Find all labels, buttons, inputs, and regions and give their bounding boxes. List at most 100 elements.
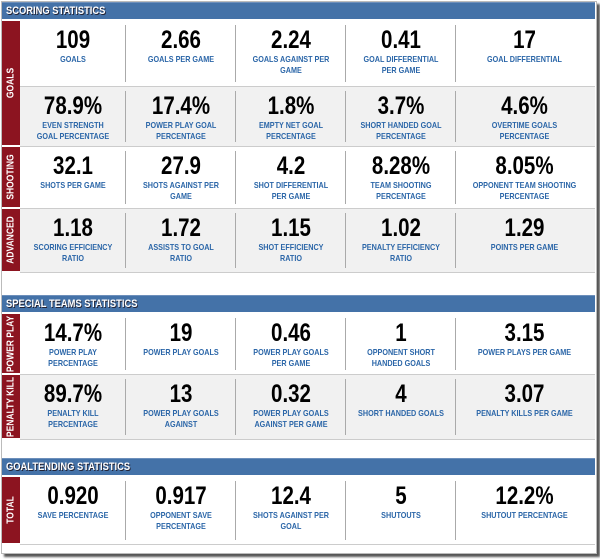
stat-cell: 3.07 PENALTY KILLS PER GAME: [456, 375, 593, 439]
stat-cell: 12.2% SHUTOUT PERCENTAGE: [456, 477, 593, 544]
stat-label: SHOTS AGAINST PER GOAL: [252, 510, 329, 531]
stat-value: 13: [169, 380, 193, 408]
section-title: SCORING STATISTICS: [6, 5, 106, 17]
stat-cell: 1 OPPONENT SHORT HANDED GOALS: [346, 314, 456, 374]
stat-value: 78.9%: [43, 92, 103, 120]
stat-label: POWER PLAY GOAL PERCENTAGE: [145, 120, 217, 141]
stat-cell: 1.8% EMPTY NET GOAL PERCENTAGE: [236, 87, 346, 146]
group-label: PENALTY KILL: [5, 376, 17, 437]
stat-cell: 3.7% SHORT HANDED GOAL PERCENTAGE: [346, 87, 456, 146]
stat-label: GOALS: [60, 54, 86, 64]
group-sidebar: TOTAL: [2, 477, 20, 545]
section-header: SPECIAL TEAMS STATISTICS: [2, 295, 595, 312]
stat-cell: 2.66 GOALS PER GAME: [126, 21, 236, 86]
stat-group: SHOOTING 32.1 SHOTS PER GAME 27.9 SHOTS AGAI…: [2, 147, 595, 209]
group-label: POWER PLAY: [5, 315, 17, 372]
stat-value: 0.46: [271, 319, 311, 347]
stat-value: 3.7%: [377, 92, 425, 120]
stat-cell: 4 SHORT HANDED GOALS: [346, 375, 456, 439]
stat-cell: 1.18 SCORING EFFICIENCY RATIO: [20, 209, 126, 272]
stat-cell: 1.02 PENALTY EFFICIENCY RATIO: [346, 209, 456, 272]
section-body: GOALS 109 GOALS 2.66 GOALS PER GAME 2.24 GOALS…: [2, 21, 595, 273]
stat-label: SAVE PERCENTAGE: [37, 510, 109, 520]
section-body: POWER PLAY 14.7% POWER PLAY PERCENTAGE 19 PO…: [2, 314, 595, 440]
group-label: ADVANCED: [5, 216, 17, 264]
stat-cell: 3.15 POWER PLAYS PER GAME: [456, 314, 593, 374]
stat-value: 1.02: [381, 214, 421, 242]
stat-value: 5: [395, 482, 407, 510]
stat-group: TOTAL 0.920 SAVE PERCENTAGE 0.917 OPPONENT S…: [2, 477, 595, 545]
stat-label: OVERTIME GOALS PERCENTAGE: [491, 120, 558, 141]
stat-cell: 0.917 OPPONENT SAVE PERCENTAGE: [126, 477, 236, 544]
stats-section: GOALTENDING STATISTICS TOTAL 0.920 SAVE PER…: [2, 458, 595, 545]
stat-value: 12.2%: [495, 482, 554, 510]
stat-cell: 0.32 POWER PLAY GOALS AGAINST PER GAME: [236, 375, 346, 439]
stat-label: SHORT HANDED GOAL PERCENTAGE: [360, 120, 442, 141]
stat-label: OPPONENT SAVE PERCENTAGE: [150, 510, 212, 531]
stat-row: 0.920 SAVE PERCENTAGE 0.917 OPPONENT SAVE P…: [20, 477, 595, 545]
stat-label: GOALS AGAINST PER GAME: [252, 54, 330, 75]
stat-value: 12.4: [271, 482, 311, 510]
stat-label: SHUTOUTS: [381, 510, 421, 520]
stat-label: SCORING EFFICIENCY RATIO: [33, 242, 113, 263]
stat-cell: 0.920 SAVE PERCENTAGE: [20, 477, 126, 544]
stat-label: POWER PLAY GOALS: [143, 347, 219, 357]
stat-cell: 4.2 SHOT DIFFERENTIAL PER GAME: [236, 147, 346, 208]
stat-cell: 32.1 SHOTS PER GAME: [20, 147, 126, 208]
stat-value: 2.24: [271, 26, 311, 54]
stat-label: POWER PLAYS PER GAME: [477, 347, 572, 357]
stat-cell: 8.28% TEAM SHOOTING PERCENTAGE: [346, 147, 456, 208]
stat-row: 78.9% EVEN STRENGTH GOAL PERCENTAGE 17.4% P…: [20, 87, 595, 147]
group-sidebar: GOALS: [2, 21, 20, 147]
stat-value: 17: [513, 26, 536, 54]
stat-label: POWER PLAY GOALS AGAINST: [143, 408, 219, 429]
stat-value: 1.8%: [267, 92, 315, 120]
stat-cell: 13 POWER PLAY GOALS AGAINST: [126, 375, 236, 439]
stat-cell: 14.7% POWER PLAY PERCENTAGE: [20, 314, 126, 374]
group-rows: 89.7% PENALTY KILL PERCENTAGE 13 POWER PLAY…: [20, 375, 595, 440]
stat-value: 1.72: [161, 214, 201, 242]
section-title: SPECIAL TEAMS STATISTICS: [6, 298, 138, 310]
stat-label: GOALS PER GAME: [147, 54, 215, 64]
stat-group: ADVANCED 1.18 SCORING EFFICIENCY RATIO 1.72…: [2, 209, 595, 273]
stat-value: 4.2: [276, 152, 306, 180]
stat-label: GOAL DIFFERENTIAL: [487, 54, 562, 64]
stat-cell: 12.4 SHOTS AGAINST PER GOAL: [236, 477, 346, 544]
stat-label: PENALTY KILL PERCENTAGE: [47, 408, 99, 429]
stat-row: 32.1 SHOTS PER GAME 27.9 SHOTS AGAINST PER …: [20, 147, 595, 209]
group-sidebar: ADVANCED: [2, 209, 20, 273]
stat-cell: 17 GOAL DIFFERENTIAL: [456, 21, 593, 86]
stat-value: 3.15: [504, 319, 545, 347]
stat-label: EVEN STRENGTH GOAL PERCENTAGE: [36, 120, 110, 141]
stat-cell: 1.29 POINTS PER GAME: [456, 209, 593, 272]
stat-label: PENALTY EFFICIENCY RATIO: [361, 242, 441, 263]
stat-group: PENALTY KILL 89.7% PENALTY KILL PERCENTAGE…: [2, 375, 595, 440]
group-sidebar: SHOOTING: [2, 147, 20, 209]
stat-label: POWER PLAY GOALS AGAINST PER GAME: [253, 408, 329, 429]
stat-value: 1.15: [271, 214, 311, 242]
stats-section: SCORING STATISTICS GOALS 109 GOALS 2.66 GOALS…: [2, 2, 595, 273]
group-rows: 14.7% POWER PLAY PERCENTAGE 19 POWER PLAY G…: [20, 314, 595, 375]
stat-cell: 4.6% OVERTIME GOALS PERCENTAGE: [456, 87, 593, 146]
stat-cell: 17.4% POWER PLAY GOAL PERCENTAGE: [126, 87, 236, 146]
stat-label: SHUTOUT PERCENTAGE: [481, 510, 568, 520]
stats-section: SPECIAL TEAMS STATISTICS POWER PLAY 14.7% P…: [2, 295, 595, 440]
stat-row: 109 GOALS 2.66 GOALS PER GAME 2.24 GOALS AGAI…: [20, 21, 595, 87]
stat-value: 27.9: [161, 152, 201, 180]
stat-label: SHOTS AGAINST PER GAME: [142, 180, 219, 201]
stat-value: 17.4%: [151, 92, 211, 120]
stat-label: SHORT HANDED GOALS: [358, 408, 444, 418]
stat-label: EMPTY NET GOAL PERCENTAGE: [258, 120, 324, 141]
stat-group: GOALS 109 GOALS 2.66 GOALS PER GAME 2.24 GOALS…: [2, 21, 595, 147]
stat-label: SHOT DIFFERENTIAL PER GAME: [253, 180, 329, 201]
stat-label: SHOTS PER GAME: [40, 180, 106, 190]
stat-label: OPPONENT TEAM SHOOTING PERCENTAGE: [472, 180, 577, 201]
group-rows: 1.18 SCORING EFFICIENCY RATIO 1.72 ASSISTS …: [20, 209, 595, 273]
group-sidebar: POWER PLAY: [2, 314, 20, 375]
stat-group: POWER PLAY 14.7% POWER PLAY PERCENTAGE 19 PO…: [2, 314, 595, 375]
stat-label: ASSISTS TO GOAL RATIO: [148, 242, 214, 263]
section-title: GOALTENDING STATISTICS: [6, 461, 131, 473]
stat-value: 0.920: [47, 482, 99, 510]
stat-cell: 109 GOALS: [20, 21, 126, 86]
stat-value: 4: [395, 380, 407, 408]
